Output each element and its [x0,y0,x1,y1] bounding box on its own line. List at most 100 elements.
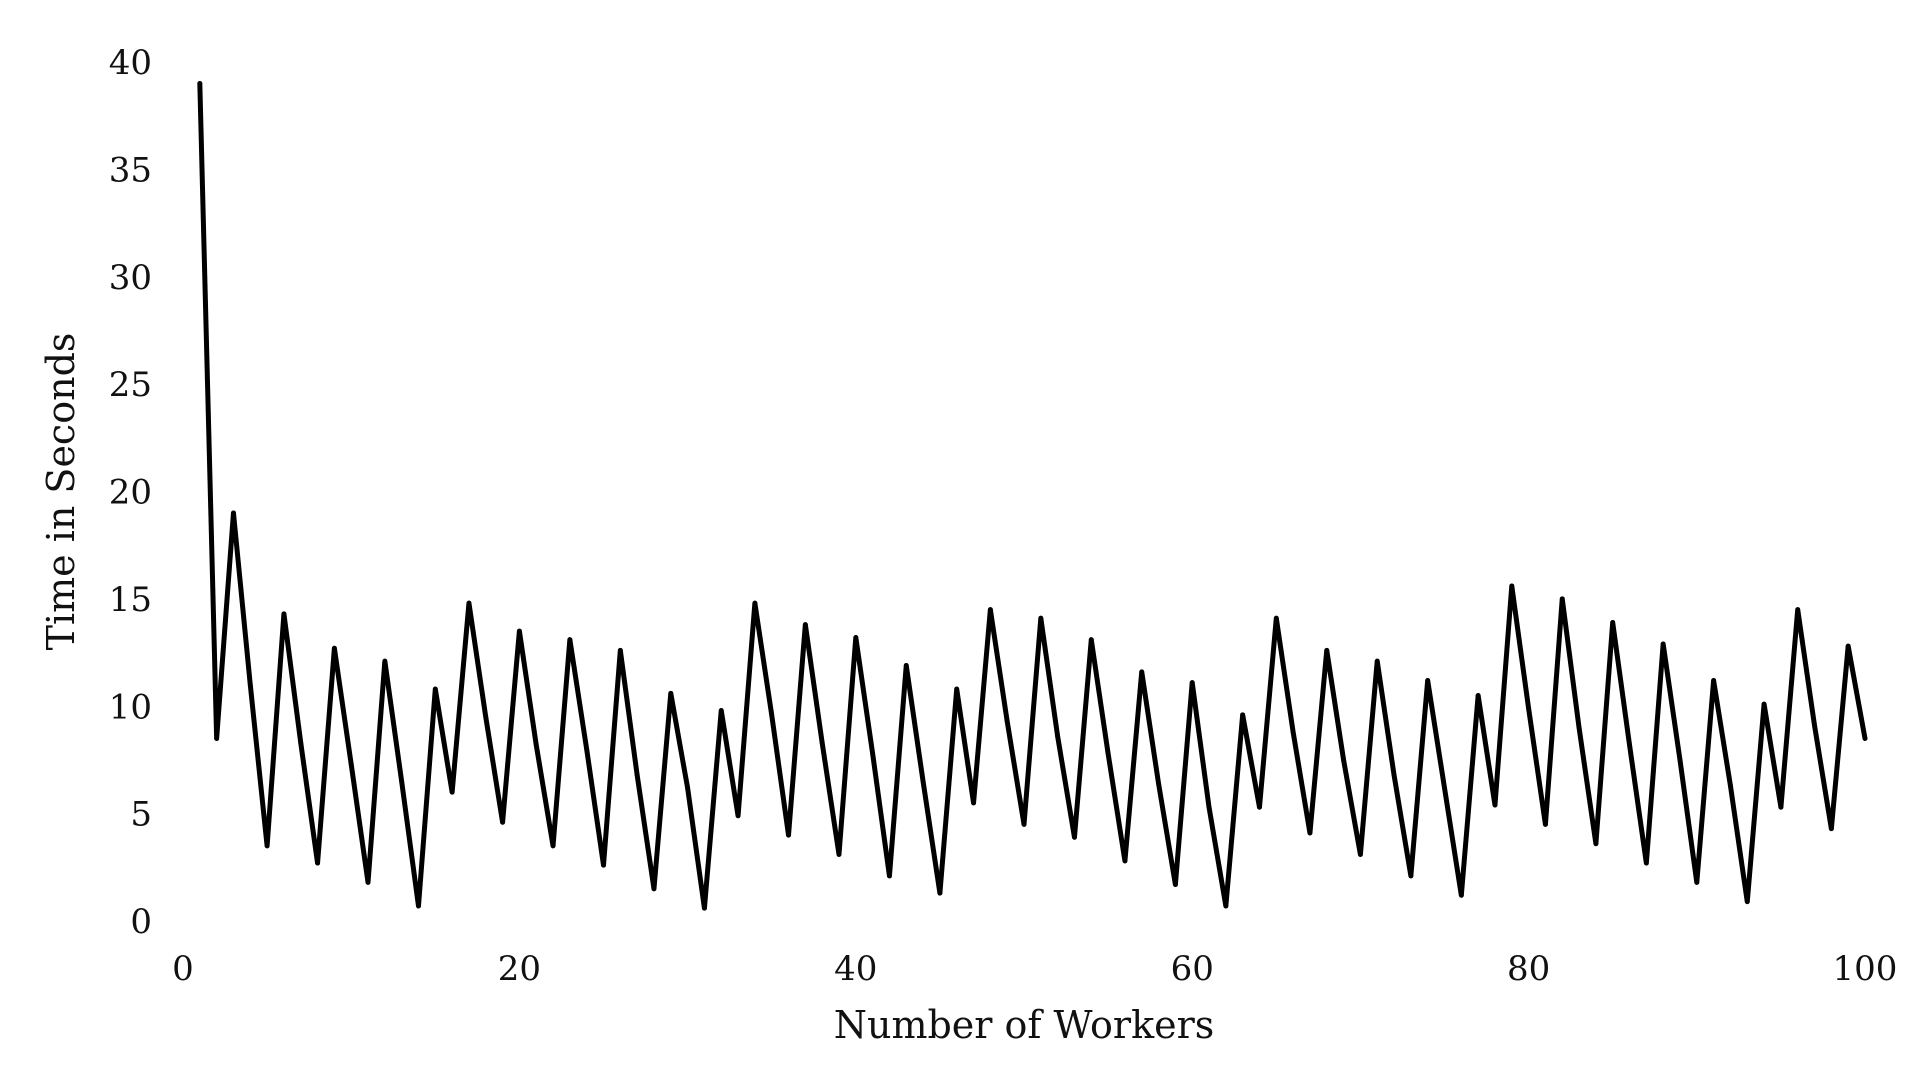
data-point [197,81,203,86]
data-point [903,663,909,668]
y-axis-ticks: 0 5 10 15 20 25 30 35 40 [109,43,152,942]
data-point [348,761,354,767]
data-point [752,600,758,606]
data-point [668,690,674,696]
data-point [1290,729,1296,735]
data-point [617,648,623,653]
data-point [1189,680,1195,686]
data-point [1374,658,1380,664]
data-point [517,628,522,634]
data-point [1761,701,1767,707]
y-tick-label: 35 [109,150,152,190]
data-point [1341,757,1346,763]
data-point [1576,725,1582,731]
data-point [466,600,472,606]
series-line [197,80,1868,911]
data-point [1307,830,1313,836]
data-point [1257,804,1262,810]
data-point [769,712,775,718]
data-point [399,779,405,784]
data-point [987,607,993,613]
data-point [432,686,438,692]
data-point [315,860,320,866]
data-point [382,658,388,664]
data-point [1425,678,1431,683]
data-point [550,843,556,849]
y-tick-label: 10 [109,687,152,727]
data-point [718,708,724,713]
data-point [954,686,960,692]
data-point [1240,712,1246,718]
data-point [1122,858,1128,864]
data-point [1072,834,1077,840]
data-point [836,852,842,857]
data-point [449,789,455,795]
data-point [651,886,657,892]
data-point [1408,873,1414,879]
data-point [1660,641,1666,647]
data-point [1694,879,1700,885]
data-point [1156,781,1161,786]
data-point [1509,583,1515,589]
data-point [1458,892,1464,898]
data-point [1812,723,1817,728]
x-tick-label: 20 [498,949,541,989]
data-point [601,862,606,868]
data-point [1139,669,1145,675]
data-point [971,800,976,806]
data-point [1677,757,1683,763]
data-point [1492,802,1498,808]
data-point [247,682,253,688]
data-point [1593,841,1599,847]
data-point [819,740,825,746]
data-point [786,832,791,838]
data-point [735,813,741,819]
y-tick-label: 20 [109,473,152,513]
data-point [1038,615,1044,621]
data-point [1324,648,1330,653]
data-point [365,879,371,885]
data-point [1711,678,1717,683]
data-point [331,645,337,651]
data-point [264,843,270,849]
x-tick-label: 40 [834,949,877,989]
data-point [1206,804,1212,810]
data-point [802,622,808,628]
y-tick-label: 40 [109,43,152,83]
data-point [1273,615,1279,621]
data-point [1055,733,1061,739]
data-point [702,905,707,911]
data-point [1744,899,1750,905]
data-point [1088,637,1094,643]
data-point [1728,783,1733,789]
data-point [1105,751,1111,756]
data-point [1358,852,1363,857]
data-point [281,611,287,617]
data-point [1559,596,1565,602]
data-point [1778,804,1784,810]
data-point [500,819,505,825]
y-tick-label: 25 [109,365,152,405]
data-point [231,510,236,516]
y-tick-label: 0 [130,902,152,942]
data-point [887,873,892,879]
x-tick-label: 100 [1833,949,1898,989]
data-point [1475,693,1481,698]
data-point [1610,620,1616,625]
data-point [920,779,926,784]
data-point [1643,860,1649,866]
data-point [584,746,590,752]
y-tick-label: 15 [109,580,152,620]
data-point [1627,742,1632,748]
data-point [298,740,304,746]
data-point [870,751,876,756]
data-point [416,903,421,909]
data-point [1021,821,1027,827]
data-point [1862,736,1868,741]
data-point [1442,785,1447,791]
data-point [1795,607,1801,613]
x-tick-label: 80 [1507,949,1550,989]
y-tick-label: 30 [109,258,152,298]
data-point [634,772,640,778]
